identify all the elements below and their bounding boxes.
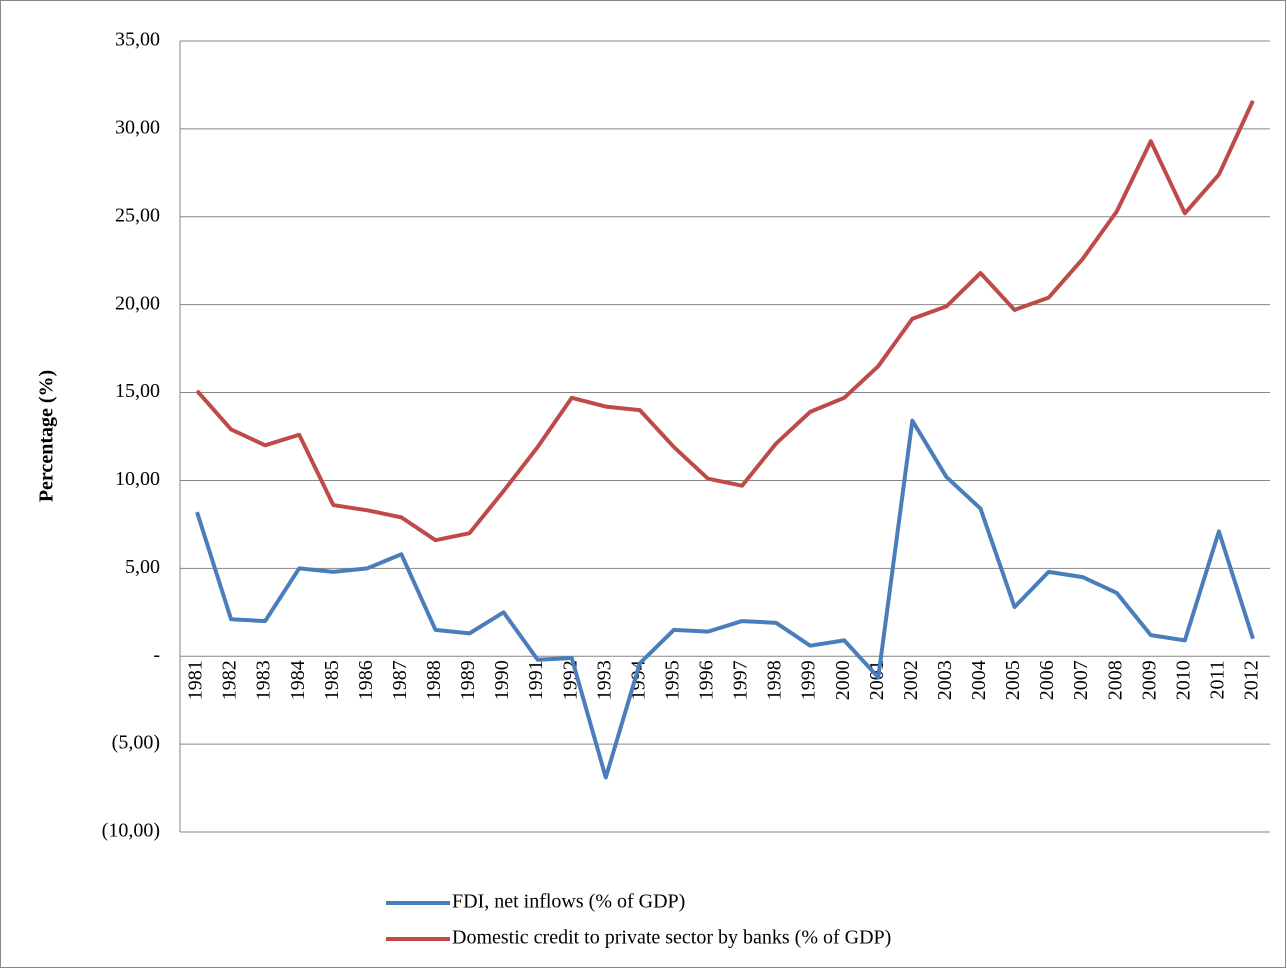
series-line <box>195 99 1255 543</box>
x-tick-label: 1988 <box>423 660 445 700</box>
x-tick-label: 1986 <box>355 660 377 700</box>
y-tick-label: (10,00) <box>102 820 160 842</box>
y-tick-label: 10,00 <box>115 468 160 490</box>
x-tick-label: 1984 <box>287 660 309 700</box>
x-tick-label: 2008 <box>1104 660 1126 700</box>
x-tick-label: 2011 <box>1207 660 1229 699</box>
y-axis-label: Percentage (%) <box>36 370 58 502</box>
y-tick-label: 30,00 <box>115 116 160 138</box>
x-tick-label: 1983 <box>253 660 275 700</box>
y-tick-label: 35,00 <box>115 29 160 51</box>
y-tick-label: 5,00 <box>125 556 160 578</box>
y-tick-label: 25,00 <box>115 204 160 226</box>
x-tick-label: 1987 <box>389 660 411 700</box>
x-tick-label: 1999 <box>798 660 820 700</box>
x-tick-label: 1996 <box>696 660 718 700</box>
y-tick-label: (5,00) <box>112 732 160 754</box>
x-tick-label: 1982 <box>219 660 241 700</box>
x-tick-label: 1995 <box>662 660 684 700</box>
legend-label: Domestic credit to private sector by ban… <box>452 927 891 949</box>
x-tick-label: 1981 <box>185 660 207 700</box>
x-tick-label: 1989 <box>457 660 479 700</box>
y-tick-label: 20,00 <box>115 292 160 314</box>
x-tick-label: 1991 <box>525 660 547 700</box>
x-tick-label: 2007 <box>1070 660 1092 700</box>
x-tick-label: 2012 <box>1241 660 1263 700</box>
x-tick-label: 1990 <box>491 660 513 700</box>
x-tick-label: 2010 <box>1172 660 1194 700</box>
x-tick-label: 1985 <box>321 660 343 700</box>
x-tick-label: 2009 <box>1138 660 1160 700</box>
x-tick-label: 1998 <box>764 660 786 700</box>
x-tick-label: 2002 <box>900 660 922 700</box>
x-tick-label: 2000 <box>832 660 854 700</box>
x-tick-label: 2003 <box>934 660 956 700</box>
legend-label: FDI, net inflows (% of GDP) <box>452 891 685 913</box>
x-tick-label: 1993 <box>593 660 615 700</box>
series-line <box>195 418 1255 780</box>
x-tick-label: 2004 <box>968 660 990 700</box>
x-tick-label: 1997 <box>730 660 752 700</box>
y-tick-label: - <box>153 644 160 666</box>
y-tick-label: 15,00 <box>115 380 160 402</box>
x-tick-label: 2005 <box>1002 660 1024 700</box>
x-tick-label: 2006 <box>1036 660 1058 700</box>
